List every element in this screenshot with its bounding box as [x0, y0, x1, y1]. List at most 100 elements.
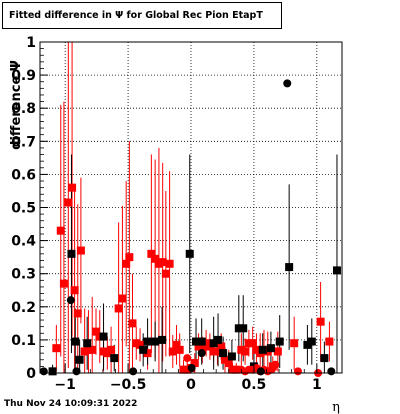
y-tick-label: 0 — [26, 366, 36, 382]
y-tick-label: 0.4 — [11, 234, 36, 250]
data-point — [227, 352, 236, 361]
data-point — [161, 269, 170, 278]
data-point — [197, 337, 206, 346]
data-point — [197, 349, 206, 358]
data-point — [151, 254, 160, 263]
data-point — [224, 359, 233, 368]
data-point — [248, 339, 257, 348]
x-tick-label: −0.5 — [110, 377, 147, 393]
data-point — [143, 349, 152, 358]
data-point — [275, 337, 284, 346]
data-point — [70, 286, 79, 295]
title-box: Fitted difference in Ψ for Global Rec Pi… — [2, 2, 282, 29]
data-point — [52, 344, 61, 353]
data-point — [271, 360, 280, 369]
data-point — [128, 319, 137, 328]
data-point — [56, 226, 65, 235]
y-tick-label: 0.9 — [11, 68, 36, 84]
data-point — [192, 337, 201, 346]
data-point — [143, 337, 152, 346]
data-point — [118, 294, 127, 303]
data-point — [68, 183, 77, 192]
data-point — [256, 367, 265, 376]
data-point — [76, 246, 85, 255]
error-bars — [52, 42, 338, 373]
y-tick-label: 0.8 — [11, 101, 36, 117]
data-point — [183, 354, 192, 363]
data-point — [285, 263, 294, 272]
data-point — [290, 339, 299, 348]
y-tick-label: 1 — [26, 35, 36, 51]
data-point — [175, 345, 184, 354]
grid — [40, 42, 342, 373]
data-point — [139, 345, 148, 354]
data-point — [293, 367, 302, 376]
data-point — [327, 367, 336, 376]
data-point — [325, 337, 334, 346]
data-point — [129, 367, 138, 376]
data-point — [266, 344, 275, 353]
data-point — [187, 364, 196, 373]
data-point — [110, 354, 119, 363]
data-point — [147, 249, 156, 258]
data-point — [217, 342, 226, 351]
data-point — [151, 337, 160, 346]
data-point — [165, 259, 174, 268]
data-point — [83, 339, 92, 348]
x-tick-label: 0 — [186, 377, 196, 393]
data-point — [332, 266, 341, 275]
x-tick-label: 0.5 — [242, 377, 267, 393]
data-point — [190, 359, 199, 368]
data-point — [214, 335, 223, 344]
data-point — [122, 259, 131, 268]
data-point — [213, 347, 222, 356]
data-point — [72, 367, 81, 376]
y-axis-label: difference Ψ — [9, 60, 24, 150]
data-point — [168, 347, 177, 356]
data-point — [125, 253, 134, 262]
data-point — [75, 355, 84, 364]
y-tick-label: 0.1 — [11, 333, 36, 349]
data-point — [172, 340, 181, 349]
data-point — [234, 324, 243, 333]
data-point — [91, 327, 100, 336]
y-tick-label: 0.7 — [11, 134, 36, 150]
data-point — [185, 249, 194, 258]
data-point — [316, 317, 325, 326]
timestamp-footer: Thu Nov 24 10:09:31 2022 — [4, 399, 138, 409]
plot-title: Fitted difference in Ψ for Global Rec Pi… — [9, 10, 263, 21]
data-point — [114, 304, 123, 313]
y-tick-label: 0.5 — [11, 201, 36, 217]
data-point — [241, 347, 250, 356]
x-tick-label: 1 — [312, 377, 322, 393]
data-point — [66, 296, 75, 305]
x-axis-label: η — [332, 400, 340, 414]
y-tick-label: 0.3 — [11, 267, 36, 283]
data-point — [39, 367, 48, 376]
axes — [39, 41, 343, 374]
data-point — [303, 340, 312, 349]
data-point — [67, 249, 76, 258]
tick-labels: 0 0.1 0.2 0.3 0.4 0.5 0.6 0.7 0.8 0.9 1 −1 −0.5 0 0.5 1 — [11, 35, 322, 393]
y-tick-label: 0.6 — [11, 167, 36, 183]
data-point — [307, 337, 316, 346]
data-point — [73, 309, 82, 318]
data-point — [158, 335, 167, 344]
data-point — [320, 354, 329, 363]
x-tick-label: −1 — [54, 377, 75, 393]
data-point — [71, 337, 80, 346]
data-point — [136, 340, 145, 349]
data-point — [107, 345, 116, 354]
data-point — [219, 349, 228, 358]
data-point — [209, 339, 218, 348]
data-point — [99, 332, 108, 341]
data-point — [59, 279, 68, 288]
data-point — [283, 79, 292, 88]
data-point — [88, 345, 97, 354]
data-point — [158, 258, 167, 267]
data-point — [64, 198, 73, 207]
data-point — [232, 365, 241, 374]
data-point — [273, 347, 282, 356]
y-tick-label: 0.2 — [11, 300, 36, 316]
